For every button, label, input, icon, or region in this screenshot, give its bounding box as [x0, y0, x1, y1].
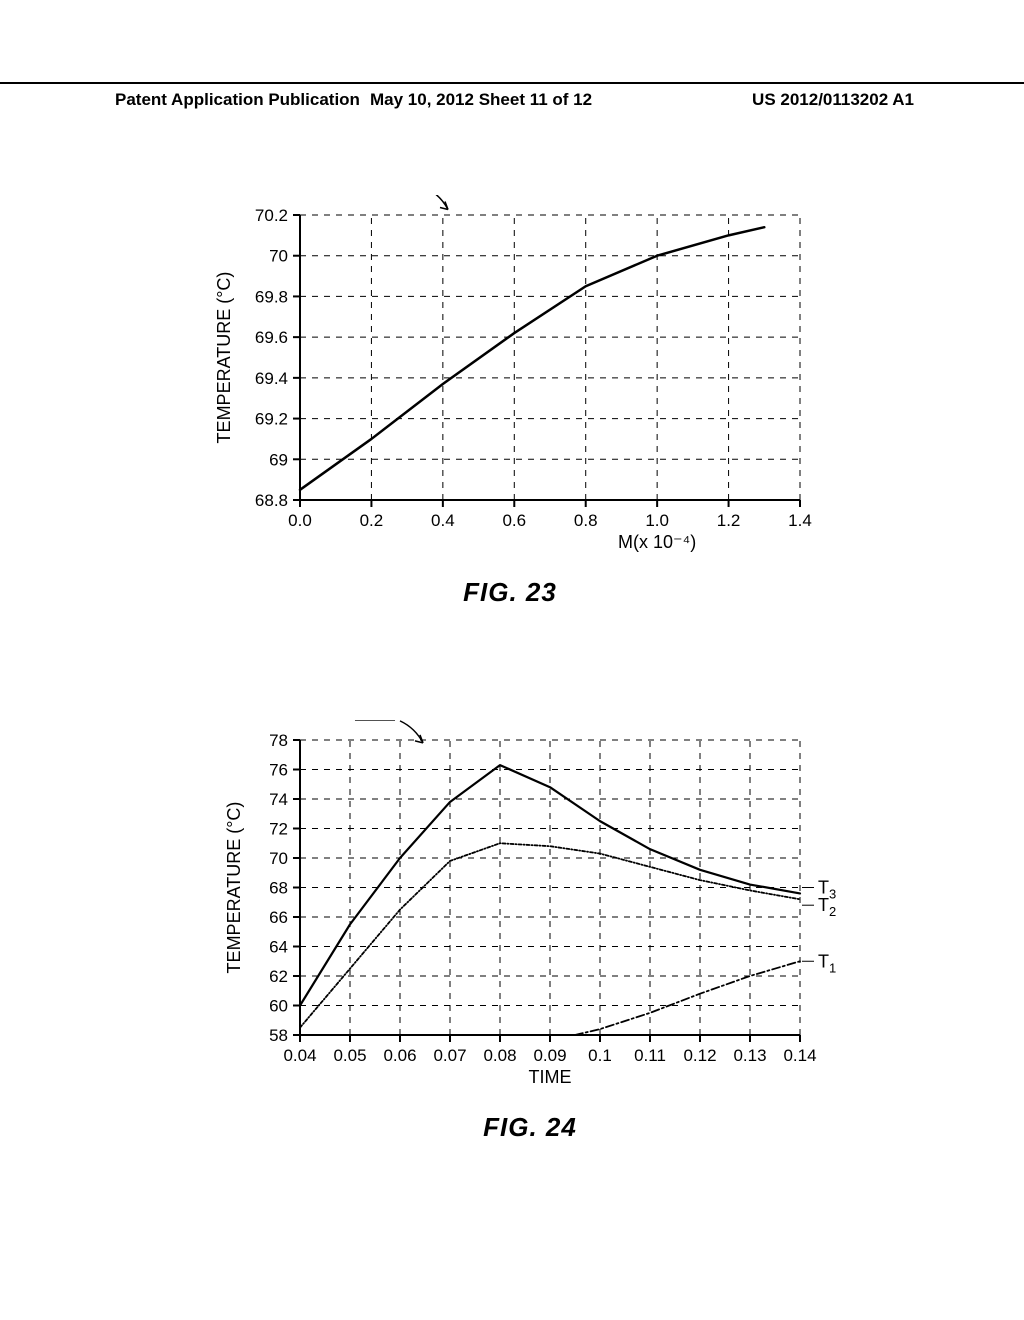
chart-23-svg: 0.0 0.2 0.4 0.6 0.8 1.0 1.2 1.4 68.8 69 69.2 69.4 69… [190, 195, 830, 560]
page-header: Patent Application Publication May 10, 2… [0, 82, 1024, 90]
svg-text:69.8: 69.8 [255, 287, 288, 306]
svg-text:TIME: TIME [529, 1067, 572, 1087]
svg-text:74: 74 [269, 790, 288, 809]
svg-text:0.14: 0.14 [783, 1046, 816, 1065]
svg-text:70.2: 70.2 [255, 206, 288, 225]
chart-24-svg: 0.04 0.05 0.06 0.07 0.08 0.09 0.1 0.11 0.12 0.13 0… [190, 720, 870, 1095]
svg-text:0.09: 0.09 [533, 1046, 566, 1065]
svg-text:TEMPERATURE (°C): TEMPERATURE (°C) [214, 272, 234, 444]
svg-text:0.12: 0.12 [683, 1046, 716, 1065]
svg-text:69: 69 [269, 450, 288, 469]
figure-23: 0.0 0.2 0.4 0.6 0.8 1.0 1.2 1.4 68.8 69 69.2 69.4 69… [190, 195, 830, 608]
svg-text:0.07: 0.07 [433, 1046, 466, 1065]
svg-text:TEMPERATURE (°C): TEMPERATURE (°C) [224, 802, 244, 974]
svg-text:69.4: 69.4 [255, 369, 288, 388]
svg-text:1.2: 1.2 [717, 511, 741, 530]
svg-text:68.8: 68.8 [255, 491, 288, 510]
svg-text:60: 60 [269, 997, 288, 1016]
figure-24: 0.04 0.05 0.06 0.07 0.08 0.09 0.1 0.11 0.12 0.13 0… [190, 720, 870, 1143]
svg-text:0.08: 0.08 [483, 1046, 516, 1065]
svg-text:0.8: 0.8 [574, 511, 598, 530]
svg-text:69.6: 69.6 [255, 328, 288, 347]
svg-text:0.0: 0.0 [288, 511, 312, 530]
figure-24-caption: FIG. 24 [190, 1112, 870, 1143]
svg-text:58: 58 [269, 1026, 288, 1045]
svg-text:1.4: 1.4 [788, 511, 812, 530]
svg-text:62: 62 [269, 967, 288, 986]
svg-text:0.2: 0.2 [360, 511, 384, 530]
svg-text:0.05: 0.05 [333, 1046, 366, 1065]
svg-text:0.04: 0.04 [283, 1046, 316, 1065]
svg-text:76: 76 [269, 761, 288, 780]
svg-text:2400: 2400 [354, 720, 395, 722]
svg-text:78: 78 [269, 731, 288, 750]
svg-text:0.13: 0.13 [733, 1046, 766, 1065]
svg-text:69.2: 69.2 [255, 410, 288, 429]
svg-text:1.0: 1.0 [645, 511, 669, 530]
svg-text:64: 64 [269, 938, 288, 957]
svg-text:70: 70 [269, 247, 288, 266]
svg-text:0.06: 0.06 [383, 1046, 416, 1065]
svg-text:T1: T1 [818, 951, 836, 975]
svg-text:0.1: 0.1 [588, 1046, 612, 1065]
svg-text:66: 66 [269, 908, 288, 927]
svg-text:68: 68 [269, 879, 288, 898]
svg-text:72: 72 [269, 820, 288, 839]
svg-text:M(x 10⁻⁴): M(x 10⁻⁴) [618, 532, 696, 552]
svg-text:0.4: 0.4 [431, 511, 455, 530]
header-patent-id: US 2012/0113202 A1 [752, 90, 914, 110]
figure-23-caption: FIG. 23 [190, 577, 830, 608]
header-publication: Patent Application Publication [115, 90, 360, 110]
svg-text:0.11: 0.11 [634, 1046, 666, 1065]
svg-text:70: 70 [269, 849, 288, 868]
svg-text:0.6: 0.6 [502, 511, 526, 530]
header-date-sheet: May 10, 2012 Sheet 11 of 12 [370, 90, 592, 110]
